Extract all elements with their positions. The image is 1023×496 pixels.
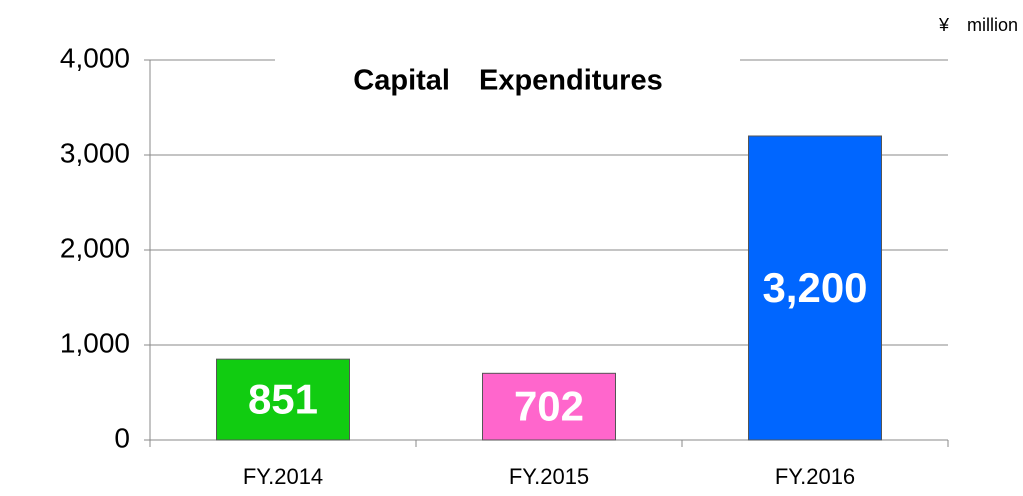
unit-label: ¥ million [938,15,1018,35]
data-label: 702 [514,383,584,430]
y-tick-label: 0 [114,422,130,453]
data-label: 3,200 [762,264,867,311]
x-tick-label: FY.2016 [775,464,855,489]
data-label: 851 [248,376,318,423]
bar [216,358,350,441]
y-tick-label: 4,000 [60,42,130,73]
bar [748,135,882,441]
x-tick-label: FY.2014 [243,464,323,489]
y-tick-label: 3,000 [60,137,130,168]
chart-title: Capital Expenditures [353,65,662,97]
bar [482,372,616,441]
x-tick-label: FY.2015 [509,464,589,489]
y-tick-label: 1,000 [60,327,130,358]
title-background [275,52,740,112]
y-tick-label: 2,000 [60,232,130,263]
